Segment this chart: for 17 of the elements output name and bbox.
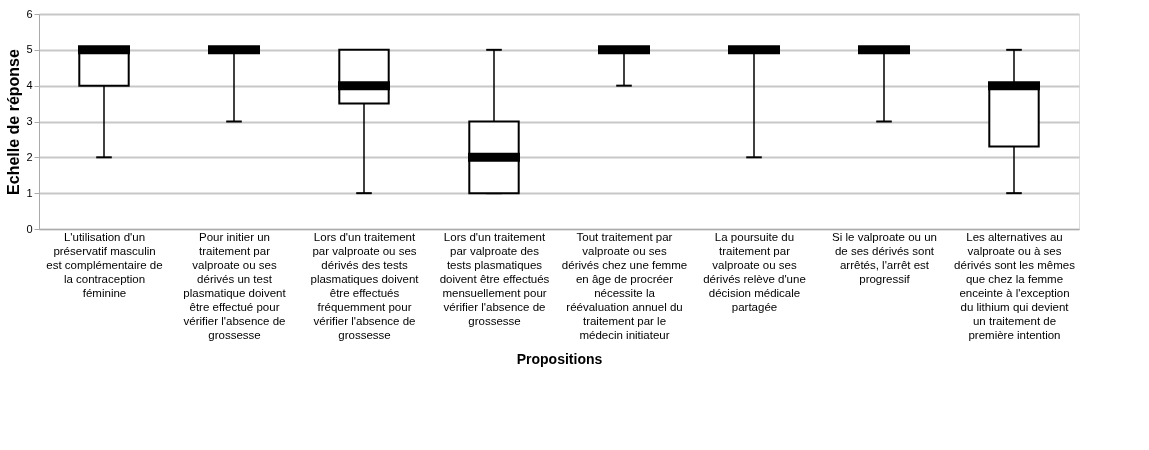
y-tick-label: 3 bbox=[26, 115, 33, 127]
x-tick-label: Lors d'un traitement par valproate ou ses dérivés des tests plasmatiques doivent être effectués fréquemment pour vérifier l'absence de grossesse bbox=[310, 230, 420, 341]
x-tick-label: Les alternatives au valproate ou à ses dérivés sont les mêmes que chez la femme enceinte à l'exception du lithium qui devient un traitement de première intention bbox=[954, 230, 1076, 341]
y-tick-label: 0 bbox=[26, 222, 33, 235]
y-tick-label: 2 bbox=[26, 150, 33, 163]
y-axis-title: Echelle de réponse bbox=[5, 48, 23, 195]
y-tick-label: 6 bbox=[26, 7, 33, 20]
y-tick-label: 4 bbox=[26, 79, 33, 92]
x-tick-label: L'utilisation d'un préservatif masculin est complémentaire de la contraception féminine bbox=[46, 230, 163, 299]
y-tick-label: 1 bbox=[26, 186, 33, 199]
x-axis-title: Propositions bbox=[516, 351, 603, 367]
x-tick-label: Lors d'un traitement par valproate des tests plasmatiques doivent être effectués mensuellement pour vérifier l'absence de grossesse bbox=[439, 230, 550, 327]
x-tick-label: La poursuite du traitement par valproate ou ses dérivés relève d'une décision médicale partagée bbox=[703, 230, 806, 313]
x-tick-label: Pour initier un traitement par valproate ou ses dérivés un test plasmatique doivent être effectué pour vérifier l'absence de grossesse bbox=[183, 230, 287, 341]
y-tick-label: 5 bbox=[26, 43, 33, 56]
x-tick-label: Tout traitement par valproate ou ses dérivés chez une femme en âge de procréer nécessite la réévaluation annuel du traitement par le médecin initiateur bbox=[561, 230, 688, 341]
x-tick-label: Si le valproate ou un de ses dérivés sont arrêtés, l'arrêt est progressif bbox=[832, 230, 937, 285]
